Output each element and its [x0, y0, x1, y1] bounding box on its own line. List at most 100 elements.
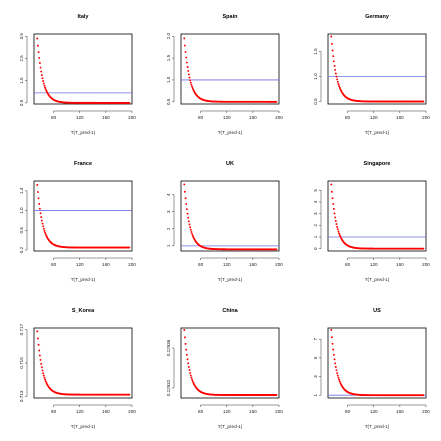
x-tick-label: 80 — [345, 409, 351, 414]
data-point — [186, 66, 189, 68]
data-point — [190, 376, 193, 379]
data-point — [183, 37, 186, 40]
data-point — [275, 248, 278, 251]
data-point — [190, 83, 193, 86]
x-tick-label: 120 — [370, 409, 378, 414]
y-tick-label: 4 — [313, 200, 318, 203]
data-point — [338, 85, 341, 88]
data-point — [188, 223, 191, 226]
data-point — [187, 365, 190, 368]
data-point — [334, 366, 337, 368]
data-point — [336, 228, 339, 231]
x-tick-label: 120 — [223, 409, 231, 414]
data-point — [42, 80, 45, 82]
data-point — [38, 354, 41, 357]
panel-italy: Italy 0.5 1.5 2.5 3.5 80 120 160 200 T(T_pred-1) — [19, 14, 136, 135]
data-point — [334, 362, 337, 365]
data-point — [36, 330, 39, 333]
x-tick-label: 80 — [345, 262, 351, 267]
panel-title: China — [222, 308, 238, 314]
data-point — [189, 228, 192, 231]
data-point — [128, 246, 131, 249]
y-tick-label: 0.5 — [19, 99, 24, 106]
data-point — [186, 358, 189, 361]
panel-title: UK — [226, 161, 234, 167]
data-point — [187, 73, 190, 76]
data-point — [43, 376, 46, 379]
data-point — [183, 190, 186, 193]
data-point — [335, 369, 338, 372]
panel-s-korea: S_Korea 0.713 0.715 0.717 80 120 160 200 T(T_pre… — [19, 308, 136, 429]
data-point — [337, 230, 340, 233]
data-point — [38, 56, 41, 59]
data-point — [187, 69, 190, 72]
panel-title: Singapore — [364, 161, 391, 167]
panel-title: Germany — [365, 14, 390, 20]
y-tick-label: 3 — [166, 210, 171, 213]
y-tick-label: 1 — [313, 235, 318, 238]
data-point — [187, 220, 190, 223]
data-point — [330, 35, 333, 38]
y-tick-label: 1.5 — [19, 77, 24, 84]
data-point — [337, 83, 340, 86]
y-tick-label: 2 — [313, 224, 318, 227]
data-point — [331, 342, 334, 345]
data-point — [38, 62, 41, 64]
x-tick-label: 80 — [198, 115, 204, 120]
data-point — [338, 234, 341, 237]
data-point — [330, 183, 333, 186]
data-point — [40, 219, 43, 222]
y-tick-label: 0 — [313, 247, 318, 250]
data-point — [334, 72, 337, 75]
plot-frame — [327, 180, 427, 252]
data-point — [39, 358, 42, 361]
data-point — [188, 369, 191, 372]
data-point — [183, 183, 186, 186]
data-point — [336, 225, 339, 228]
data-point — [330, 328, 333, 331]
data-point — [184, 197, 187, 200]
data-point — [338, 232, 341, 235]
x-axis-label: T(T_pred-1) — [218, 424, 243, 429]
y-tick-label: 0.22932 — [166, 379, 171, 396]
y-tick-label: 0.713 — [19, 390, 24, 402]
y-tick-label: 1.0 — [166, 76, 171, 83]
data-point — [36, 44, 39, 47]
data-point — [44, 88, 47, 91]
y-tick-label: 0.717 — [19, 323, 24, 335]
x-axis-label: T(T_pred-1) — [71, 277, 96, 282]
data-point — [42, 225, 45, 228]
x-tick-label: 120 — [370, 262, 378, 267]
y-tick-label: 1 — [313, 393, 318, 396]
y-tick-label: 3 — [313, 212, 318, 215]
x-tick-label: 200 — [128, 115, 136, 120]
data-point — [40, 74, 43, 77]
x-axis-label: T(T_pred-1) — [218, 130, 243, 135]
data-point — [185, 203, 188, 205]
panel-title: Italy — [77, 14, 89, 20]
x-tick-label: 160 — [396, 262, 404, 267]
x-tick-label: 160 — [249, 115, 257, 120]
plot-frame — [33, 180, 133, 252]
x-tick-label: 80 — [198, 409, 204, 414]
data-point — [330, 336, 333, 339]
data-point — [333, 212, 336, 215]
data-point — [36, 183, 39, 186]
y-tick-label: 5 — [313, 189, 318, 192]
x-tick-label: 80 — [51, 409, 57, 414]
data-point — [185, 348, 188, 351]
data-point — [39, 212, 42, 215]
panel-uk: UK 1 2 3 4 80 120 160 200 T(T_pred-1) — [166, 161, 283, 282]
data-point — [41, 222, 44, 225]
data-point — [41, 369, 44, 372]
x-tick-label: 200 — [275, 262, 283, 267]
y-tick-label: 0.2 — [19, 246, 24, 253]
data-point — [334, 68, 337, 71]
x-tick-label: 160 — [396, 115, 404, 120]
y-tick-label: 7 — [313, 337, 318, 340]
data-point — [40, 366, 43, 369]
data-point — [128, 393, 131, 396]
x-tick-label: 120 — [76, 262, 84, 267]
x-tick-label: 120 — [370, 115, 378, 120]
x-tick-label: 120 — [76, 409, 84, 414]
